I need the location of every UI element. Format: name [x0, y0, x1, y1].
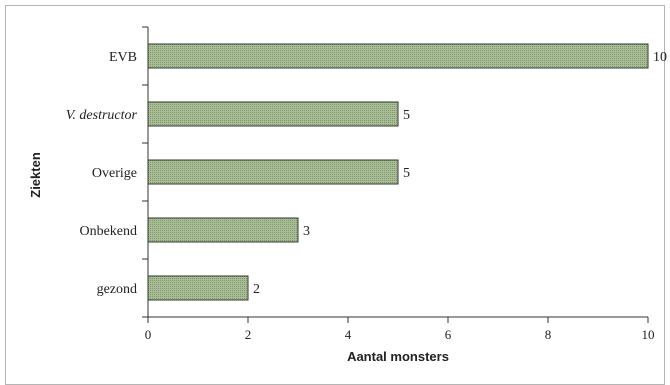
bar-chart: 0 2 4 6 8 10 EVB 10 V. destructor 5 Overige 5 Onbeke…: [28, 26, 667, 364]
data-label: 5: [403, 108, 410, 123]
category-label: EVB: [109, 50, 137, 65]
x-tick-label: 6: [445, 327, 452, 342]
data-label: 3: [303, 224, 310, 239]
x-tick-label: 4: [345, 327, 352, 342]
data-label: 10: [653, 50, 667, 65]
bar: [147, 43, 649, 69]
category-label: gezond: [97, 282, 137, 297]
data-label: 2: [253, 282, 260, 297]
bar: [147, 217, 299, 243]
x-tick-label: 0: [145, 327, 152, 342]
category-label: Overige: [92, 166, 137, 181]
y-axis-title: Ziekten: [28, 152, 43, 198]
x-tick-label: 10: [642, 327, 655, 342]
bar: [147, 275, 249, 301]
x-tick-label: 8: [545, 327, 552, 342]
category-label: V. destructor: [66, 108, 138, 123]
category-label: Onbekend: [79, 224, 137, 239]
x-tick-label: 2: [245, 327, 252, 342]
bar: [147, 101, 399, 127]
bar: [147, 159, 399, 185]
data-label: 5: [403, 166, 410, 181]
x-axis-title: Aantal monsters: [347, 349, 449, 364]
